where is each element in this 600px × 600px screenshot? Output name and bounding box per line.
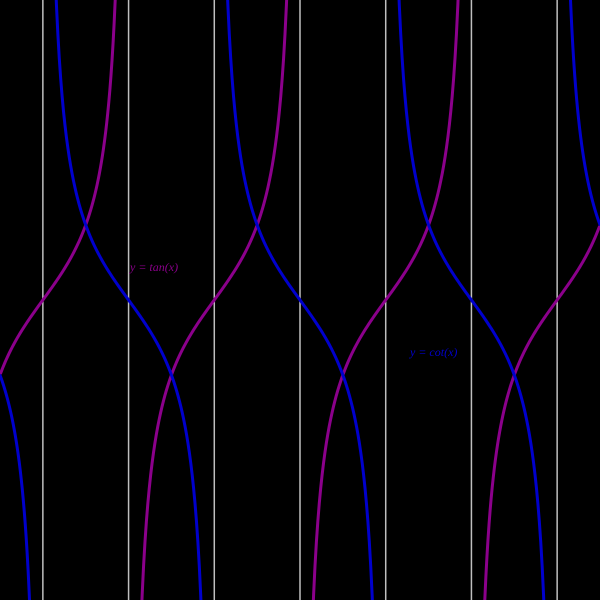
trig-chart (0, 0, 600, 600)
